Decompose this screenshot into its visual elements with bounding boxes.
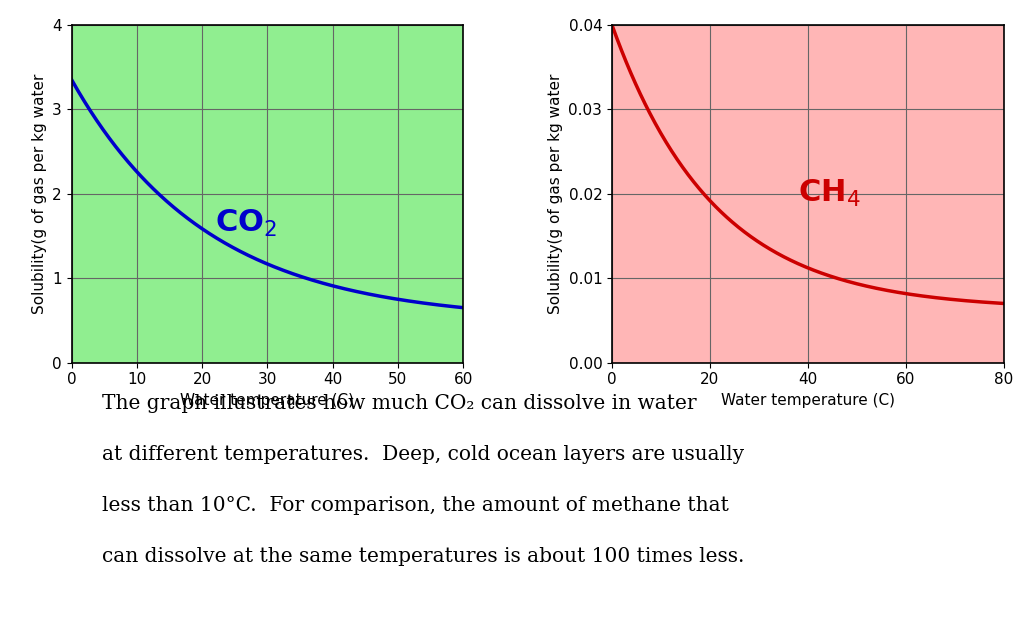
Text: can dissolve at the same temperatures is about 100 times less.: can dissolve at the same temperatures is… bbox=[102, 548, 744, 566]
Text: CO$_2$: CO$_2$ bbox=[215, 208, 278, 239]
X-axis label: Water temperature (C): Water temperature (C) bbox=[721, 392, 895, 408]
X-axis label: Water temperature (C): Water temperature (C) bbox=[180, 392, 354, 408]
Text: less than 10°C.  For comparison, the amount of methane that: less than 10°C. For comparison, the amou… bbox=[102, 496, 729, 515]
Text: at different temperatures.  Deep, cold ocean layers are usually: at different temperatures. Deep, cold oc… bbox=[102, 445, 744, 464]
Y-axis label: Solubility(g of gas per kg water: Solubility(g of gas per kg water bbox=[548, 74, 563, 314]
Text: The graph illustrates how much CO₂ can dissolve in water: The graph illustrates how much CO₂ can d… bbox=[102, 394, 697, 412]
Text: CH$_4$: CH$_4$ bbox=[798, 178, 860, 209]
Y-axis label: Solubility(g of gas per kg water: Solubility(g of gas per kg water bbox=[32, 74, 47, 314]
